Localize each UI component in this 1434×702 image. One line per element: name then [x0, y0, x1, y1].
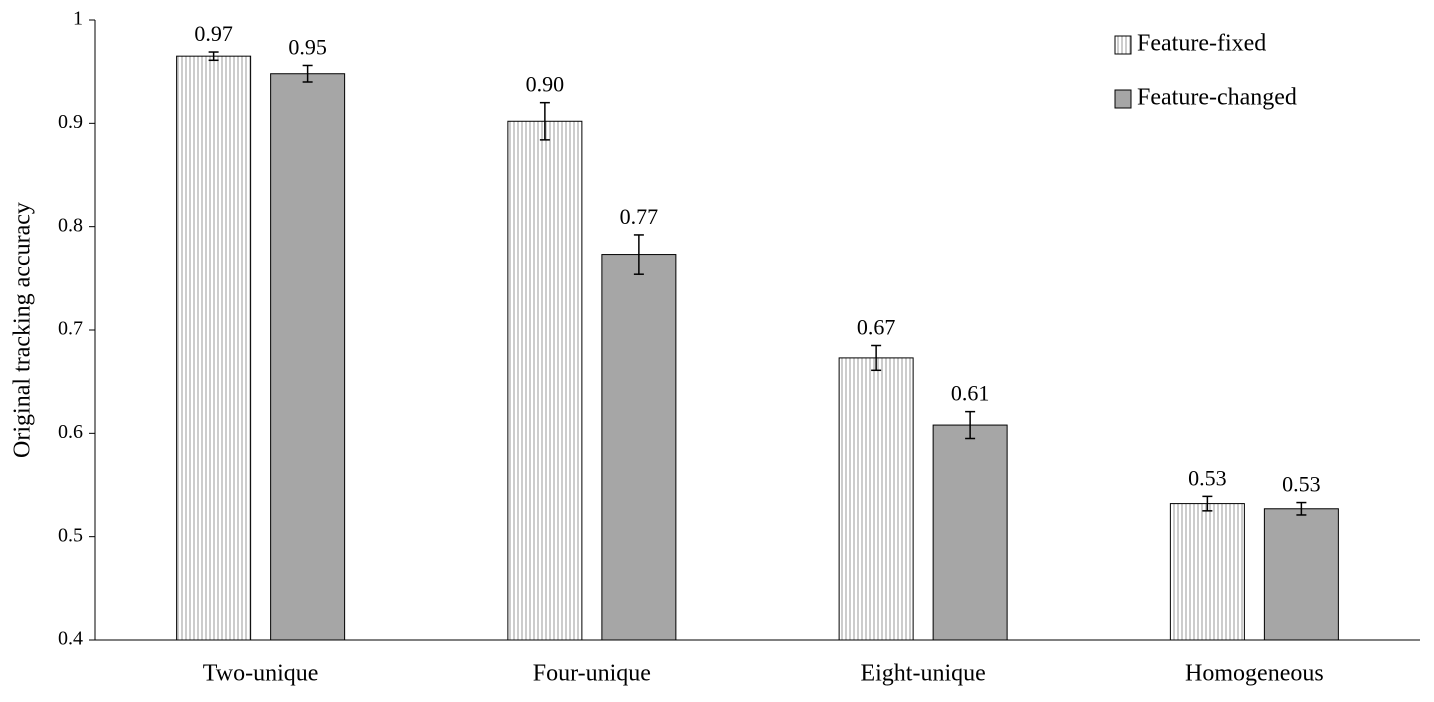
x-tick-label: Two-unique [203, 661, 319, 687]
y-axis-label: Original tracking accuracy [10, 202, 36, 458]
bar [1169, 503, 1245, 641]
value-label: 0.61 [951, 381, 990, 406]
x-tick-label: Homogeneous [1185, 661, 1324, 687]
y-tick-label: 0.8 [58, 214, 83, 236]
value-label: 0.97 [194, 21, 233, 46]
value-label: 0.95 [288, 35, 327, 60]
bar [176, 55, 252, 641]
y-tick-label: 0.4 [58, 628, 83, 650]
legend-swatch [1114, 35, 1132, 55]
value-label: 0.53 [1188, 465, 1227, 490]
legend-swatch [1114, 89, 1132, 109]
bar [270, 73, 346, 641]
bar [838, 357, 914, 641]
y-tick-label: 0.6 [58, 421, 83, 443]
value-label: 0.67 [857, 315, 896, 340]
value-label: 0.90 [526, 72, 565, 97]
value-label: 0.77 [620, 204, 659, 229]
legend-label: Feature-fixed [1137, 31, 1266, 57]
y-tick-label: 0.7 [58, 318, 83, 340]
x-tick-label: Eight-unique [860, 661, 985, 687]
bar [932, 424, 1008, 641]
y-tick-label: 0.9 [58, 111, 83, 133]
value-label: 0.53 [1282, 472, 1321, 497]
y-tick-label: 1 [73, 8, 83, 30]
bar [1263, 508, 1339, 641]
y-tick-label: 0.5 [58, 524, 83, 546]
x-tick-label: Four-unique [533, 661, 651, 687]
bar [601, 254, 677, 641]
bar [507, 120, 583, 641]
legend-label: Feature-changed [1137, 85, 1297, 111]
